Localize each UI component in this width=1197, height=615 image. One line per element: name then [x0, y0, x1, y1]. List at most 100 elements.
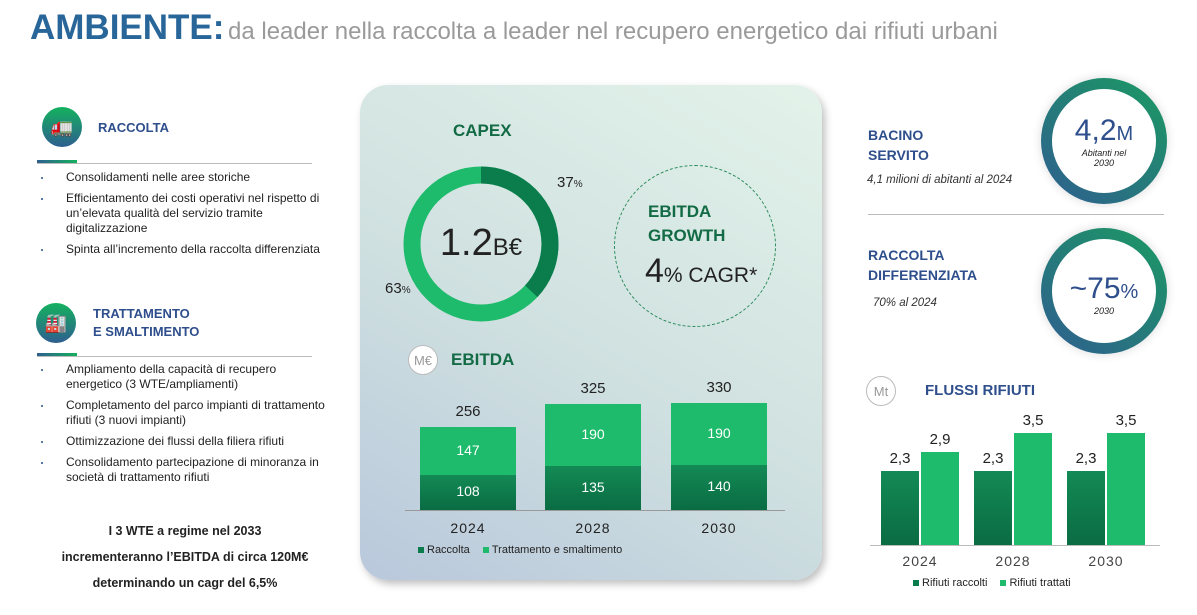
trattamento-heading: TRATTAMENTO E SMALTIMENTO — [93, 305, 199, 341]
bar-value-label: 2,9 — [929, 431, 951, 449]
ebitda-bar-raccolta: 108 — [420, 474, 516, 510]
bacino-ring: 4,2M Abitanti nel 2030 — [1041, 78, 1167, 204]
heading-line: RACCOLTA — [868, 247, 945, 263]
value: ~75 — [1069, 272, 1121, 305]
bar-value-label: 3,5 — [1022, 412, 1044, 429]
legend-swatch-raccolti — [913, 580, 919, 586]
bullet: Ottimizzazione dei flussi della filiera … — [37, 434, 337, 449]
legend-swatch-trattati — [1000, 580, 1007, 586]
bar-rifiuti-trattati — [1014, 433, 1052, 545]
differenziata-caption: 2030 — [1093, 306, 1115, 316]
page-subtitle: da leader nella raccolta a leader nel re… — [228, 18, 998, 45]
bar-rifiuti-raccolti — [1067, 471, 1105, 545]
ebitda-bar-raccolta: 135 — [545, 466, 641, 510]
divider — [37, 163, 312, 164]
caption-line: 2030 — [1093, 158, 1115, 168]
bullet: Spinta all’incremento della raccolta dif… — [37, 242, 337, 257]
legend-label: Trattamento e smaltimento — [491, 544, 623, 556]
ebitda-heading: EBITDA — [451, 350, 515, 369]
wte-note: I 3 WTE a regime nel 2033 incrementerann… — [40, 518, 330, 596]
legend-swatch-trattamento — [482, 547, 489, 553]
bar-value: 108 — [456, 483, 480, 500]
bar-rifiuti-raccolti — [881, 471, 919, 545]
heading-line: EBITDA — [648, 202, 712, 221]
differenziata-ring: ~75% 2030 — [1041, 228, 1167, 354]
raccolta-heading: RACCOLTA — [98, 120, 170, 135]
differenziata-heading: RACCOLTA DIFFERENZIATA — [868, 245, 977, 285]
capex-label-63: 63% — [385, 280, 411, 297]
growth-number: 4 — [645, 252, 664, 290]
bar-value-label: 2,3 — [1075, 450, 1097, 468]
heading-line: BACINO — [868, 127, 924, 143]
unit-badge-meur: M€ — [408, 345, 438, 375]
unit: M — [1116, 123, 1134, 145]
bullet: Completamento del parco impianti di trat… — [37, 398, 327, 428]
pct: % — [401, 285, 411, 296]
unit-badge-mt: Mt — [866, 376, 896, 406]
capex-segment-37 — [403, 166, 559, 322]
bullet: Ampliamento della capacità di recupero e… — [37, 362, 327, 392]
ebitda-bar-trattamento: 190 — [671, 402, 767, 465]
heading-line: TRATTAMENTO — [93, 306, 190, 321]
heading-line: E SMALTIMENTO — [93, 324, 200, 339]
x-tick-label: 2030 — [701, 520, 737, 536]
label-value: 37 — [557, 174, 574, 191]
divider — [868, 214, 1164, 215]
differenziata-sub: 70% al 2024 — [873, 297, 937, 309]
heading-line: GROWTH — [648, 226, 726, 245]
pct: % — [573, 179, 583, 190]
heading-line: SERVITO — [868, 147, 929, 163]
x-axis-line — [870, 545, 1160, 546]
label-value: 63 — [385, 280, 402, 297]
capex-label-37: 37% — [557, 174, 583, 191]
ebitda-bar-raccolta: 140 — [671, 464, 767, 510]
trattamento-bullets: Ampliamento della capacità di recupero e… — [37, 362, 337, 491]
x-tick-label: 2024 — [450, 520, 486, 536]
capex-total-value: 1.2 — [439, 222, 493, 264]
bar-value: 147 — [456, 442, 480, 458]
bullet: Efficientamento dei costi operativi nel … — [37, 191, 337, 236]
divider-accent — [37, 353, 77, 356]
bacino-heading: BACINO SERVITO — [868, 125, 929, 165]
caption-line: Abitanti nel — [1081, 148, 1127, 158]
ebitda-growth-value: 4% CAGR* — [645, 252, 757, 291]
ebitda-total-label: 330 — [706, 378, 732, 396]
capex-total: 1.2B€ — [400, 222, 562, 265]
legend-label: Rifiuti trattati — [1009, 577, 1071, 589]
legend-swatch-raccolta — [418, 547, 424, 553]
bar-value: 190 — [581, 426, 605, 443]
bar-value-label: 2,3 — [889, 450, 911, 468]
flussi-heading: FLUSSI RIFIUTI — [925, 382, 1035, 399]
x-tick-label: 2024 — [902, 553, 938, 569]
bar-value: 140 — [707, 478, 731, 495]
capex-heading: CAPEX — [453, 121, 512, 140]
bar-rifiuti-raccolti — [974, 471, 1012, 545]
note-line: I 3 WTE a regime nel 2033 — [108, 524, 262, 538]
bacino-caption: Abitanti nel 2030 — [1082, 148, 1127, 168]
x-tick-label: 2028 — [575, 520, 611, 536]
differenziata-value: ~75% — [1070, 272, 1139, 306]
growth-unit: % CAGR* — [663, 264, 758, 287]
flussi-legend: Rifiuti raccolti Rifiuti trattati — [913, 577, 1071, 589]
heading-line: DIFFERENZIATA — [868, 267, 978, 283]
garbage-truck-icon: 🚛 — [42, 107, 82, 147]
note-line: determinando un cagr del 6,5% — [92, 576, 278, 590]
bar-value-label: 3,5 — [1115, 412, 1137, 429]
bar-value: 190 — [707, 424, 731, 441]
legend-label: Rifiuti raccolti — [922, 577, 988, 589]
unit: % — [1120, 281, 1139, 303]
legend-label: Raccolta — [427, 544, 470, 556]
ebitda-growth-heading: EBITDA GROWTH — [648, 200, 725, 248]
ebitda-bar-trattamento: 190 — [545, 404, 641, 467]
capex-donut — [403, 166, 559, 322]
divider-accent — [37, 160, 77, 163]
bullet: Consolidamento partecipazione di minoran… — [37, 455, 337, 485]
ebitda-bar-trattamento: 147 — [420, 427, 516, 475]
x-axis-line — [405, 510, 785, 511]
x-tick-label: 2028 — [995, 553, 1031, 569]
bacino-value: 4,2M — [1075, 114, 1133, 148]
bar-rifiuti-trattati — [1107, 433, 1145, 545]
note-line: incrementeranno l’EBITDA di circa 120M€ — [61, 550, 309, 564]
bullet: Consolidamenti nelle aree storiche — [37, 170, 337, 185]
ebitda-growth-circle — [614, 165, 776, 327]
